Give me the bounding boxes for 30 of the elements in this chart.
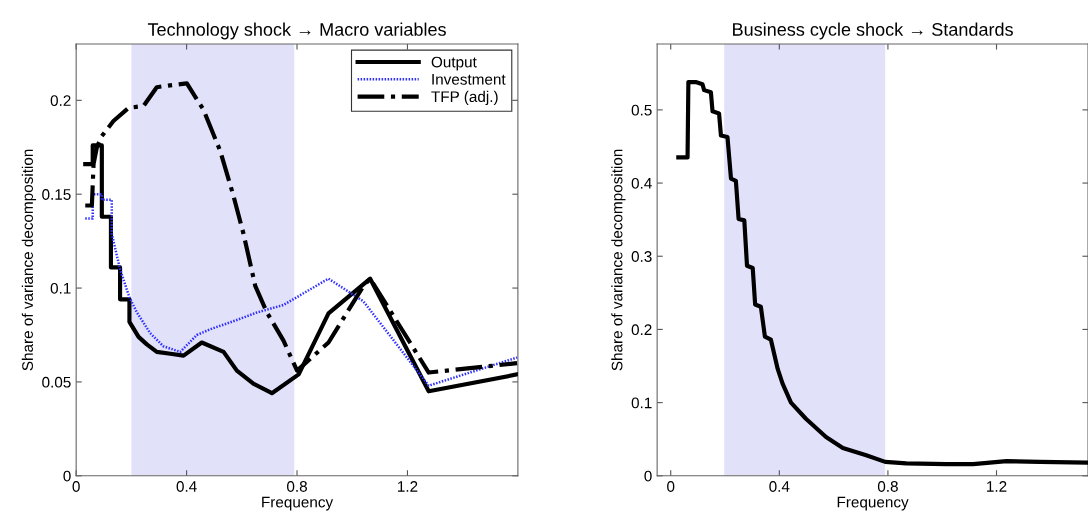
y-tick-label: 0.2 (50, 95, 71, 107)
legend-label: Investment (432, 74, 506, 85)
chart-title: Technology shock → Macro variables (147, 22, 446, 40)
y-tick-label: 0.3 (631, 251, 652, 262)
y-tick-label: 0.05 (42, 376, 71, 388)
x-tick-label: 0.4 (176, 481, 197, 492)
legend-label: Output (431, 56, 477, 71)
y-axis-title: Share of variance decomposition (21, 149, 37, 371)
y-tick-label: 0.1 (50, 282, 71, 294)
x-tick-label: 0.8 (287, 481, 307, 492)
y-tick-label: 0 (644, 470, 652, 482)
x-tick-label: 0.8 (877, 481, 898, 492)
x-tick-label: 1.2 (398, 481, 418, 492)
x-tick-label: 1.2 (987, 481, 1007, 492)
y-tick-label: 0.15 (42, 189, 71, 200)
line-series (84, 192, 518, 387)
x-tick-label: 0 (72, 481, 80, 492)
x-axis-title: Frequency (837, 496, 909, 511)
y-tick-label: 0 (63, 470, 71, 482)
y-axis-title: Share of variance decomposition (611, 149, 626, 371)
x-tick-label: 0 (667, 481, 675, 492)
x-axis-title: Frequency (262, 496, 334, 511)
y-tick-label: 0.5 (631, 104, 652, 116)
y-tick-label: 0.1 (631, 397, 652, 409)
chart-title: Business cycle shock → Standards (733, 22, 1013, 40)
x-tick-label: 0.4 (769, 481, 790, 492)
y-tick-label: 0.4 (631, 177, 652, 189)
line-series (676, 79, 1088, 467)
legend-label: TFP (adj.) (431, 90, 498, 106)
y-tick-label: 0.2 (631, 324, 652, 336)
